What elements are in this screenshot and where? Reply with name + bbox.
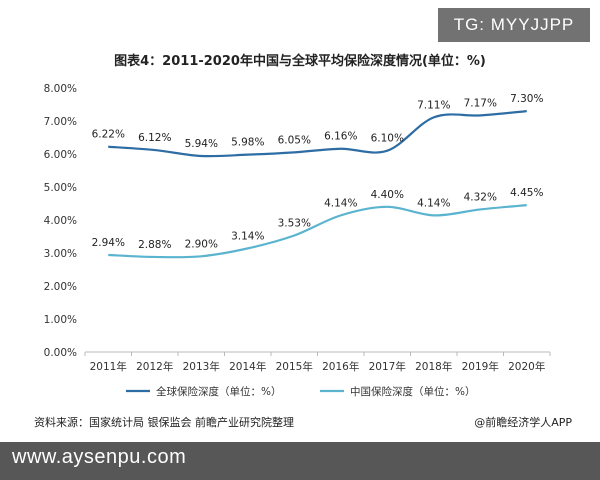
china-depth-data-label: 4.32%	[464, 191, 497, 203]
global-depth-data-label: 7.11%	[417, 99, 450, 111]
line-layer	[108, 110, 527, 259]
global-depth-data-label: 6.16%	[324, 131, 357, 143]
x-tick-label: 2011年	[90, 360, 127, 373]
label-layer: 6.22% 6.12% 5.94% 5.98% 6.05% 6.16% 6.10% 7.11%…	[92, 93, 544, 251]
y-tick-label: 4.00%	[44, 215, 77, 227]
axis-layer: 0.00% 1.00% 2.00% 3.00% 4.00% 5.00% 6.00% 7.00%…	[44, 83, 551, 373]
line-chart: 0.00% 1.00% 2.00% 3.00% 4.00% 5.00% 6.00% 7.00%…	[44, 83, 551, 398]
x-tick-label: 2015年	[276, 360, 313, 373]
y-tick-label: 7.00%	[44, 116, 77, 128]
global-depth-line	[108, 110, 527, 158]
global-depth-data-label: 5.98%	[231, 137, 264, 149]
china-depth-data-label: 2.88%	[138, 239, 171, 251]
global-depth-data-label: 7.17%	[464, 97, 497, 109]
china-depth-data-label: 2.90%	[185, 238, 218, 250]
global-depth-data-label: 6.10%	[371, 133, 404, 145]
x-tick-label: 2019年	[462, 360, 499, 373]
watermark-url: www.aysenpu.com	[12, 446, 187, 468]
china-depth-data-label: 4.14%	[417, 197, 450, 209]
china-depth-data-label: 2.94%	[92, 237, 125, 249]
y-tick-label: 2.00%	[44, 281, 77, 293]
legend-china-label: 中国保险深度（单位：%）	[350, 385, 475, 398]
global-depth-data-label: 5.94%	[185, 138, 218, 150]
legend: 全球保险深度（单位：%） 中国保险深度（单位：%）	[126, 385, 475, 398]
china-depth-data-label: 4.40%	[371, 189, 404, 201]
global-depth-data-label: 6.22%	[92, 129, 125, 141]
global-depth-data-label: 6.12%	[138, 132, 171, 144]
source-note: 资料来源：国家统计局 银保监会 前瞻产业研究院整理	[34, 416, 294, 429]
y-tick-label: 6.00%	[44, 149, 77, 161]
china-depth-data-label: 3.14%	[231, 230, 264, 242]
china-depth-line	[108, 204, 527, 259]
x-tick-label: 2016年	[322, 360, 359, 373]
china-depth-data-label: 4.45%	[510, 187, 543, 199]
x-tick-label: 2017年	[369, 360, 406, 373]
watermark-bar	[0, 442, 600, 480]
x-tick-label: 2014年	[229, 360, 266, 373]
y-tick-label: 1.00%	[44, 314, 77, 326]
y-tick-label: 8.00%	[44, 83, 77, 95]
global-depth-data-label: 7.30%	[510, 93, 543, 105]
china-depth-data-label: 3.53%	[278, 218, 311, 230]
x-tick-label: 2013年	[183, 360, 220, 373]
global-depth-data-label: 6.05%	[278, 134, 311, 146]
brand-credit: @前瞻经济学人APP	[474, 416, 572, 429]
legend-global-label: 全球保险深度（单位：%）	[156, 385, 281, 398]
china-depth-data-label: 4.14%	[324, 197, 357, 209]
y-tick-label: 3.00%	[44, 248, 77, 260]
x-tick-label: 2020年	[508, 360, 545, 373]
y-tick-label: 5.00%	[44, 182, 77, 194]
y-tick-label: 0.00%	[44, 347, 77, 359]
x-tick-label: 2012年	[136, 360, 173, 373]
overlay-tag: TG: MYYJJPP	[438, 8, 590, 42]
chart-title: 图表4：2011-2020年中国与全球平均保险深度情况(单位：%)	[114, 54, 486, 69]
x-tick-label: 2018年	[415, 360, 452, 373]
